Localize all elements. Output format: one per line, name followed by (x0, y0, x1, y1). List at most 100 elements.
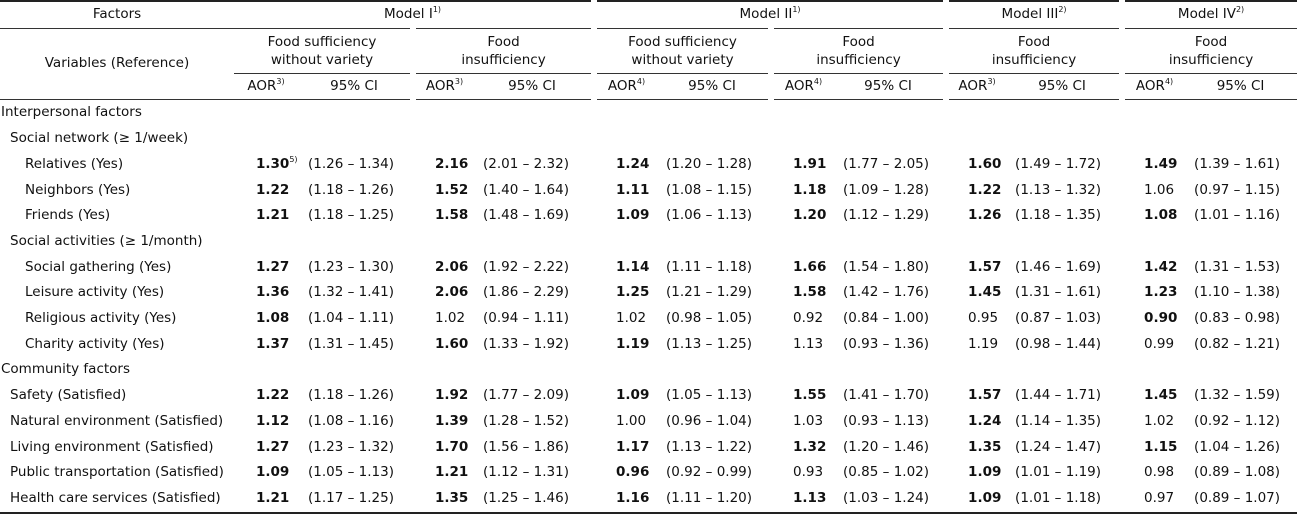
variable-label: Neighbors (Yes) (25, 181, 131, 198)
ci-value: (1.12 – 1.31) (483, 464, 569, 481)
aor-value: 1.09 (616, 387, 650, 404)
aor-value: 1.25 (616, 284, 650, 301)
aor-value: 2.06 (435, 258, 469, 275)
aor-value: 1.21 (435, 464, 469, 481)
ci-value: (1.17 – 1.25) (298, 485, 413, 514)
table-row: Charity activity (Yes) 1.37 (1.31 – 1.45) 1… (0, 332, 1297, 358)
section-row: Social network (≥ 1/week) (0, 126, 1297, 152)
ci-value: (1.40 – 1.64) (483, 181, 569, 198)
aor-value: 1.12 (256, 412, 290, 429)
aor-value: 1.45 (968, 284, 1002, 301)
variable-label: Health care services (Satisfied) (0, 485, 234, 514)
ci-value: (1.03 – 1.24) (833, 485, 947, 514)
aor-header: AOR3) (943, 73, 1006, 101)
ci-header: 95% CI (1184, 73, 1297, 101)
ci-value: (1.04 – 1.11) (308, 310, 394, 327)
aor-value: 0.96 (616, 464, 650, 481)
ci-value: (1.54 – 1.80) (843, 258, 930, 275)
table-body: Interpersonal factors Social network (≥ 1… (0, 100, 1297, 514)
aor-value: 1.09 (256, 464, 290, 481)
ci-value: (1.32 – 1.41) (308, 284, 394, 301)
aor-value: 1.39 (435, 412, 469, 429)
variable-label: Public transportation (Satisfied) (10, 464, 224, 481)
ci-value: (1.24 – 1.47) (1015, 438, 1102, 455)
aor-header: AOR4) (768, 73, 834, 101)
ci-value: (1.26 – 1.34) (308, 155, 394, 172)
ci-value: (1.05 – 1.13) (666, 387, 753, 404)
aor-value: 1.35 (413, 485, 473, 514)
table-row: Safety (Satisfied) 1.22 (1.18 – 1.26) 1.92 (… (0, 383, 1297, 409)
ci-value: (0.97 – 1.15) (1194, 181, 1281, 198)
aor-value: 1.23 (1144, 284, 1178, 301)
aor-value: 1.70 (435, 438, 469, 455)
ci-value: (1.32 – 1.59) (1194, 387, 1281, 404)
aor-header: AOR4) (1119, 73, 1185, 101)
group-header: Food insufficiency (1119, 28, 1297, 74)
aor-value: 1.00 (616, 412, 647, 429)
model-4-header: Model IV2) (1119, 0, 1297, 29)
ci-value: (1.11 – 1.20) (656, 485, 772, 514)
aor-value: 2.06 (435, 284, 469, 301)
aor-value: 1.36 (256, 284, 290, 301)
ci-value: (0.83 – 0.98) (1194, 310, 1281, 327)
table-row: Religious activity (Yes) 1.08 (1.04 – 1.11… (0, 306, 1297, 332)
ci-value: (1.20 – 1.46) (843, 438, 930, 455)
aor-value: 1.02 (1144, 412, 1175, 429)
aor-value: 1.92 (435, 387, 469, 404)
aor-value: 1.52 (435, 181, 469, 198)
aor-value: 1.19 (616, 335, 650, 352)
ci-value: (1.18 – 1.26) (308, 387, 394, 404)
aor-value: 1.37 (256, 335, 290, 352)
aor-value: 1.49 (1144, 155, 1178, 172)
ci-value: (0.82 – 1.21) (1194, 335, 1281, 352)
aor-value: 2.16 (435, 155, 469, 172)
ci-value: (1.28 – 1.52) (483, 412, 569, 429)
group-header: Food sufficiency without variety (591, 28, 772, 74)
aor-value: 1.18 (793, 181, 827, 198)
aor-value: 1.58 (793, 284, 827, 301)
ci-value: (1.86 – 2.29) (483, 284, 569, 301)
ci-value: (1.77 – 2.05) (843, 155, 930, 172)
aor-value: 1.22 (256, 181, 290, 198)
ci-value: (1.33 – 1.92) (483, 335, 569, 352)
aor-value: 1.55 (793, 387, 827, 404)
ci-value: (0.92 – 0.99) (666, 464, 753, 481)
header-row-groups: Variables (Reference) Food sufficiency wi… (0, 28, 1297, 101)
section-row: Interpersonal factors (0, 100, 1297, 126)
ci-value: (0.93 – 1.36) (843, 335, 930, 352)
ci-value: (1.11 – 1.18) (666, 258, 753, 275)
ci-value: (1.48 – 1.69) (483, 207, 569, 224)
section-label: Interpersonal factors (1, 104, 142, 121)
aor-value: 1.13 (793, 335, 824, 352)
variable-label: Safety (Satisfied) (10, 387, 127, 404)
variable-label: Natural environment (Satisfied) (10, 412, 224, 429)
ci-value: (1.01 – 1.19) (1015, 464, 1102, 481)
ci-value: (2.01 – 2.32) (483, 155, 569, 172)
aor-value: 1.09 (946, 485, 1006, 514)
ci-value: (1.20 – 1.28) (666, 155, 753, 172)
aor-value: 1.15 (1144, 438, 1178, 455)
ci-value: (1.06 – 1.13) (666, 207, 753, 224)
aor-value: 1.57 (968, 387, 1002, 404)
variables-header: Variables (Reference) (0, 28, 234, 101)
ci-value: (1.42 – 1.76) (843, 284, 930, 301)
ci-value: (1.49 – 1.72) (1015, 155, 1102, 172)
ci-value: (1.09 – 1.28) (843, 181, 930, 198)
ci-value: (1.21 – 1.29) (666, 284, 753, 301)
table-row: Relatives (Yes) 1.305) (1.26 – 1.34) 2.16 (2… (0, 152, 1297, 178)
variable-label: Religious activity (Yes) (25, 310, 177, 327)
ci-value: (0.98 – 1.44) (1015, 335, 1102, 352)
group-header: Food sufficiency without variety (234, 28, 413, 74)
ci-value: (1.31 – 1.45) (308, 335, 394, 352)
aor-value: 1.02 (616, 310, 647, 327)
aor-value: 1.57 (968, 258, 1002, 275)
model-3-header: Model III2) (943, 0, 1123, 29)
table-header: Factors Model I1) Model II1) Model III2)… (0, 0, 1297, 101)
ci-value: (1.41 – 1.70) (843, 387, 930, 404)
ci-value: (1.08 – 1.15) (666, 181, 753, 198)
aor-value: 1.21 (234, 485, 298, 514)
ci-value: (1.13 – 1.25) (666, 335, 753, 352)
ci-value: (0.96 – 1.04) (666, 412, 753, 429)
aor-value: 1.09 (616, 207, 650, 224)
